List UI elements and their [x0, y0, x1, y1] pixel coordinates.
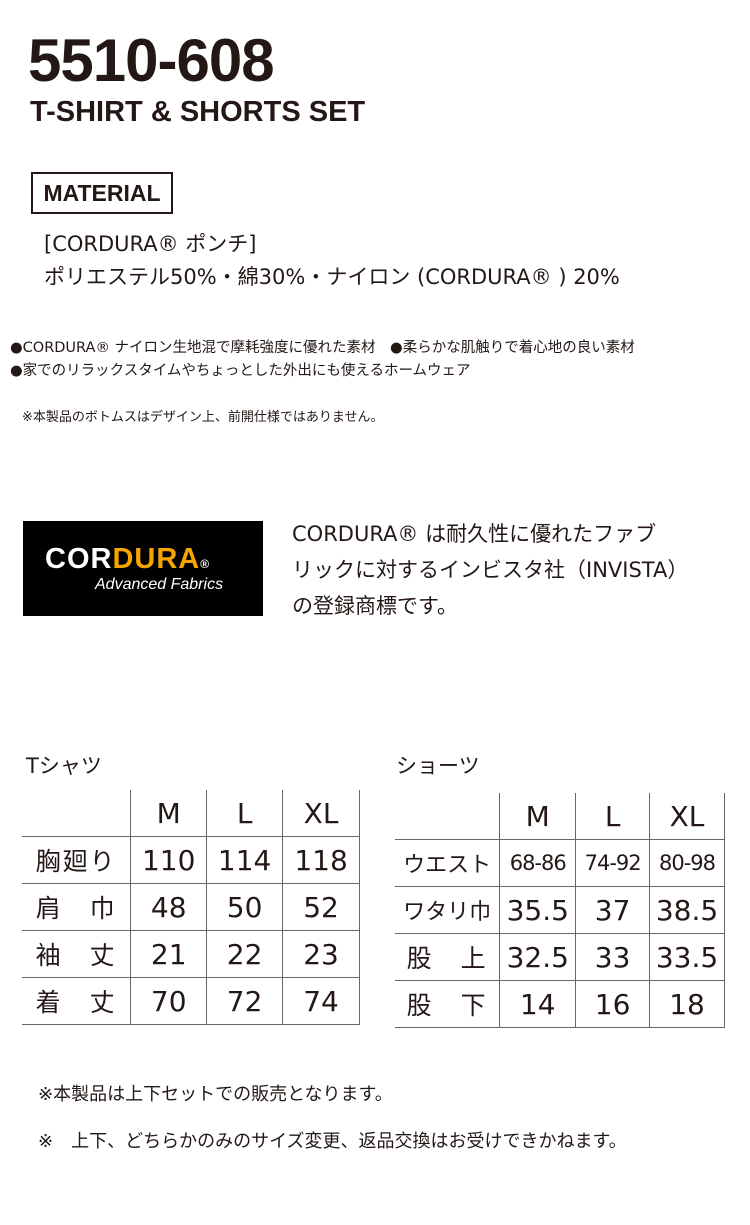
size-header: XL: [282, 790, 360, 837]
material-composition: ポリエステル50%・綿30%・ナイロン (CORDURA® ) 20%: [44, 265, 620, 289]
cordura-description: CORDURA® は耐久性に優れたファブ: [292, 522, 657, 546]
table-header-row: M L XL: [22, 790, 360, 837]
feature-line: ●CORDURA® ナイロン生地混で摩耗強度に優れた素材 ●柔らかな肌触りで着心…: [10, 340, 635, 356]
product-subtitle: T-SHIRT & SHORTS SET: [30, 96, 366, 128]
cordura-logo: CORDURA® Advanced Fabrics: [23, 521, 263, 616]
tshirt-size-table: M L XL 胸廻り 110 114 118 肩 巾 48 50 52 袖 丈 21 22 23 …: [22, 790, 360, 1025]
cordura-description: リックに対するインビスタ社（INVISTA）: [292, 558, 689, 582]
material-name: [CORDURA® ポンチ]: [44, 232, 257, 256]
cordura-description: の登録商標です。: [292, 594, 458, 618]
size-header: M: [130, 790, 207, 837]
shorts-size-table: M L XL ウエスト 68-86 74-92 80-98 ワタリ巾 35.5 37 38.…: [395, 793, 725, 1028]
logo-brand: CORDURA®: [45, 543, 211, 575]
size-header: XL: [649, 793, 725, 840]
logo-tagline: Advanced Fabrics: [95, 576, 224, 593]
product-code: 5510-608: [28, 27, 275, 94]
feature-line: ●家でのリラックスタイムやちょっとした外出にも使えるホームウェア: [10, 363, 471, 379]
material-label: MATERIAL: [31, 172, 173, 214]
table-row: 肩 巾 48 50 52: [22, 883, 360, 931]
size-header: M: [499, 793, 576, 840]
table-row: 股 下 14 16 18: [395, 980, 725, 1028]
table-header-row: M L XL: [395, 793, 725, 840]
shorts-caption: ショーツ: [396, 754, 480, 778]
table-row: 袖 丈 21 22 23: [22, 930, 360, 978]
size-header: L: [575, 793, 650, 840]
tshirt-caption: Tシャツ: [26, 754, 102, 778]
size-header: L: [206, 790, 283, 837]
table-row: 胸廻り 110 114 118: [22, 836, 360, 884]
design-note: ※本製品のボトムスはデザイン上、前開仕様ではありません。: [22, 410, 384, 425]
table-row: ワタリ巾 35.5 37 38.5: [395, 886, 725, 934]
footer-note: ※本製品は上下セットでの販売となります。: [38, 1084, 393, 1105]
table-row: 股 上 32.5 33 33.5: [395, 933, 725, 981]
footer-note: ※ 上下、どちらかのみのサイズ変更、返品交換はお受けできかねます。: [38, 1131, 627, 1152]
table-row: ウエスト 68-86 74-92 80-98: [395, 839, 725, 887]
table-row: 着 丈 70 72 74: [22, 977, 360, 1025]
